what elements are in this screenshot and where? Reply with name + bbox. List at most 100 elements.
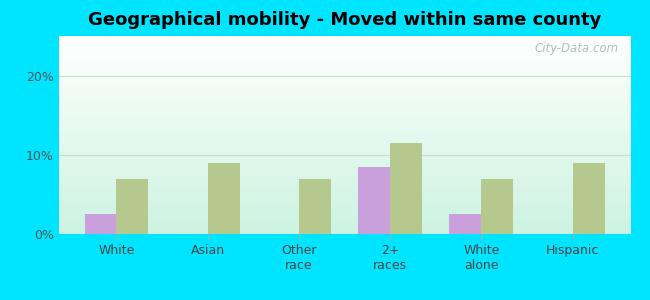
Bar — [58, 117, 630, 119]
Bar — [58, 98, 630, 99]
Bar — [58, 83, 630, 85]
Bar — [58, 151, 630, 153]
Bar — [58, 64, 630, 66]
Bar — [58, 115, 630, 117]
Bar — [58, 107, 630, 109]
Bar — [58, 68, 630, 70]
Bar — [58, 60, 630, 62]
Bar — [58, 210, 630, 212]
Bar — [358, 167, 390, 234]
Bar — [58, 208, 630, 210]
Bar — [58, 155, 630, 157]
Bar — [58, 230, 630, 232]
Bar — [58, 119, 630, 121]
Bar — [58, 157, 630, 159]
Bar — [58, 131, 630, 133]
Bar — [58, 109, 630, 111]
Bar — [58, 113, 630, 115]
Bar — [58, 172, 630, 175]
Bar — [58, 147, 630, 149]
Bar — [58, 105, 630, 107]
Bar — [58, 232, 630, 234]
Bar — [58, 141, 630, 143]
Bar — [58, 103, 630, 105]
Bar — [58, 222, 630, 224]
Bar — [58, 165, 630, 167]
Bar — [58, 153, 630, 155]
Bar — [58, 171, 630, 172]
Bar — [58, 88, 630, 89]
Bar — [58, 78, 630, 80]
Bar — [58, 137, 630, 139]
Bar — [58, 184, 630, 187]
Bar — [58, 139, 630, 141]
Bar — [58, 101, 630, 103]
Bar — [58, 178, 630, 181]
Bar — [58, 129, 630, 131]
Bar — [58, 149, 630, 151]
Bar — [58, 169, 630, 171]
Bar — [58, 54, 630, 56]
Bar — [58, 123, 630, 125]
Bar — [58, 214, 630, 216]
Bar — [58, 202, 630, 204]
Bar — [58, 56, 630, 58]
Bar — [58, 111, 630, 113]
Bar — [58, 187, 630, 188]
Bar — [58, 93, 630, 95]
Bar — [58, 192, 630, 194]
Bar — [58, 196, 630, 198]
Bar — [58, 95, 630, 98]
Bar — [58, 38, 630, 40]
Bar — [116, 178, 148, 234]
Bar — [58, 85, 630, 88]
Bar — [573, 163, 604, 234]
Bar — [390, 143, 422, 234]
Bar — [58, 188, 630, 190]
Bar — [58, 163, 630, 165]
Bar — [58, 220, 630, 222]
Bar — [58, 74, 630, 76]
Bar — [58, 194, 630, 196]
Bar — [58, 135, 630, 137]
Title: Geographical mobility - Moved within same county: Geographical mobility - Moved within sam… — [88, 11, 601, 29]
Bar — [58, 80, 630, 82]
Bar — [58, 36, 630, 38]
Bar — [299, 178, 331, 234]
Bar — [58, 226, 630, 228]
Bar — [58, 143, 630, 145]
Bar — [58, 224, 630, 226]
Bar — [58, 127, 630, 129]
Bar — [58, 76, 630, 78]
Bar — [482, 178, 514, 234]
Bar — [58, 52, 630, 54]
Bar — [58, 200, 630, 202]
Bar — [58, 121, 630, 123]
Bar — [58, 181, 630, 182]
Bar — [58, 125, 630, 127]
Bar — [58, 206, 630, 208]
Bar — [58, 48, 630, 50]
Bar — [58, 198, 630, 200]
Bar — [58, 92, 630, 93]
Bar — [58, 228, 630, 230]
Bar — [58, 82, 630, 83]
Bar — [58, 44, 630, 46]
Bar — [58, 161, 630, 163]
Bar — [449, 214, 482, 234]
Bar — [58, 216, 630, 218]
Bar — [58, 70, 630, 72]
Bar — [58, 133, 630, 135]
Bar — [58, 40, 630, 42]
Bar — [58, 175, 630, 177]
Bar — [58, 182, 630, 184]
Bar — [58, 46, 630, 48]
Bar — [58, 190, 630, 192]
Bar — [58, 177, 630, 178]
Bar — [58, 66, 630, 68]
Text: City-Data.com: City-Data.com — [535, 42, 619, 55]
Bar — [84, 214, 116, 234]
Bar — [58, 145, 630, 147]
Bar — [58, 212, 630, 214]
Bar — [58, 218, 630, 220]
